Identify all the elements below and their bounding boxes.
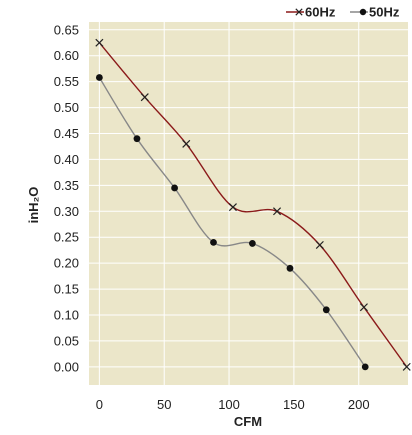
data-point-50hz (322, 306, 330, 314)
y-tick-label: 0.20 (54, 256, 79, 271)
legend-item-50hz: 50Hz (350, 5, 400, 20)
x-tick-label: 100 (218, 397, 240, 412)
data-point-60hz (182, 139, 191, 148)
data-point-60hz (359, 303, 368, 312)
data-point-60hz (315, 240, 324, 250)
y-tick-label: 0.35 (54, 178, 79, 193)
data-point-60hz (95, 38, 104, 47)
x-tick-label: 150 (283, 397, 305, 412)
y-tick-label: 0.05 (54, 333, 79, 348)
data-point-50hz (210, 238, 217, 246)
legend-label: 50Hz (369, 5, 400, 20)
data-point-60hz (228, 203, 237, 212)
y-tick-label: 0.40 (54, 152, 79, 167)
legend: 60Hz 50Hz (286, 5, 400, 20)
y-tick-label: 0.25 (54, 230, 79, 245)
data-point-60hz (140, 93, 149, 102)
legend-marker-x (295, 8, 303, 16)
y-tick-label: 0.55 (54, 74, 79, 89)
y-axis-title: inH₂O (26, 187, 41, 224)
y-tick-label: 0.50 (54, 100, 79, 115)
x-tick-label: 50 (157, 397, 171, 412)
data-point-50hz (171, 184, 178, 192)
data-point-50hz (248, 240, 256, 247)
plot-background (89, 22, 408, 385)
series-layer (95, 38, 411, 371)
data-point-50hz (95, 74, 103, 81)
data-point-50hz (286, 264, 294, 272)
data-point-50hz (361, 363, 369, 371)
x-axis-ticks: 0 50 100 150 200 (96, 397, 370, 412)
y-tick-label: 0.15 (54, 282, 79, 297)
x-axis-title: CFM (234, 414, 262, 429)
y-tick-label: 0.00 (54, 359, 79, 374)
data-point-60hz (273, 207, 282, 216)
x-tick-label: 200 (348, 397, 370, 412)
y-tick-label: 0.45 (54, 126, 79, 141)
x-tick-label: 0 (96, 397, 103, 412)
legend-label: 60Hz (305, 5, 336, 20)
data-point-60hz (402, 362, 411, 371)
y-axis-ticks: 0.00 0.05 0.10 0.15 0.20 0.25 0.30 0.35 0.40 0.45… (54, 22, 79, 374)
data-point-50hz (133, 135, 141, 143)
y-tick-label: 0.10 (54, 307, 79, 322)
y-tick-label: 0.30 (54, 204, 79, 219)
legend-marker-dot (359, 8, 367, 16)
y-tick-label: 0.60 (54, 48, 79, 63)
y-tick-label: 0.65 (54, 22, 79, 37)
legend-item-60hz: 60Hz (286, 5, 336, 20)
